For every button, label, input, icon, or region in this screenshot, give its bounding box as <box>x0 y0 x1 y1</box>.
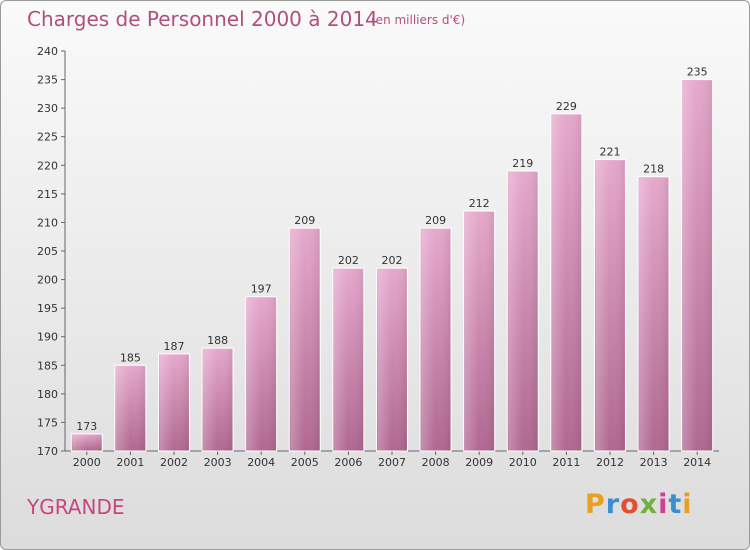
bar-shading-2004 <box>246 297 276 451</box>
value-label-2001: 185 <box>120 351 141 364</box>
bar-shading-2008 <box>421 229 451 451</box>
y-tick-label: 170 <box>37 445 58 458</box>
bar-shading-2007 <box>377 269 407 451</box>
bar-shading-2006 <box>333 269 363 451</box>
bar-shading-2013 <box>639 177 669 451</box>
value-label-2014: 235 <box>687 66 708 79</box>
bar-shading-2001 <box>115 366 145 451</box>
bar-shading-2002 <box>159 354 189 451</box>
x-tick-label-2012: 2012 <box>596 456 624 469</box>
logo-letter: t <box>668 489 683 520</box>
proxiti-logo: Proxiti <box>585 489 693 520</box>
bar-shading-2011 <box>551 114 581 451</box>
chart-unit: (en milliers d'€) <box>371 13 466 27</box>
value-label-2005: 209 <box>294 214 315 227</box>
y-tick-label: 195 <box>37 302 58 315</box>
value-label-2012: 221 <box>600 146 621 159</box>
x-tick-label-2007: 2007 <box>378 456 406 469</box>
y-tick-label: 175 <box>37 416 58 429</box>
y-tick-label: 185 <box>37 359 58 372</box>
value-label-2004: 197 <box>251 283 272 296</box>
value-label-2011: 229 <box>556 100 577 113</box>
x-tick-label-2010: 2010 <box>509 456 537 469</box>
x-tick-label-2011: 2011 <box>552 456 580 469</box>
value-label-2013: 218 <box>643 163 664 176</box>
y-tick-label: 230 <box>37 102 58 115</box>
value-label-2009: 212 <box>469 197 490 210</box>
y-tick-label: 225 <box>37 131 58 144</box>
x-tick-label-2006: 2006 <box>334 456 362 469</box>
logo-letter: i <box>682 489 693 520</box>
x-tick-label-2013: 2013 <box>640 456 668 469</box>
chart-title: Charges de Personnel 2000 à 2014 <box>27 7 378 31</box>
y-tick-label: 205 <box>37 245 58 258</box>
bar-shading-2003 <box>203 349 233 451</box>
x-tick-label-2001: 2001 <box>116 456 144 469</box>
x-tick-label-2009: 2009 <box>465 456 493 469</box>
bar-shading-2014 <box>682 80 712 452</box>
y-tick-label: 220 <box>37 159 58 172</box>
x-tick-label-2008: 2008 <box>422 456 450 469</box>
x-tick-label-2002: 2002 <box>160 456 188 469</box>
bar-shading-2012 <box>595 160 625 452</box>
x-tick-label-2014: 2014 <box>683 456 711 469</box>
y-tick-label: 180 <box>37 388 58 401</box>
x-tick-label-2005: 2005 <box>291 456 319 469</box>
value-label-2007: 202 <box>382 254 403 267</box>
value-label-2000: 173 <box>76 420 97 433</box>
value-label-2006: 202 <box>338 254 359 267</box>
x-tick-label-2003: 2003 <box>204 456 232 469</box>
y-tick-label: 200 <box>37 274 58 287</box>
bar-shading-2010 <box>508 172 538 451</box>
y-tick-label: 240 <box>37 45 58 58</box>
value-label-2010: 219 <box>512 157 533 170</box>
bar-shading-2000 <box>72 434 102 451</box>
logo-letter: P <box>585 489 606 520</box>
value-label-2003: 188 <box>207 334 228 347</box>
y-tick-label: 235 <box>37 74 58 87</box>
value-label-2002: 187 <box>164 340 185 353</box>
y-tick-label: 190 <box>37 331 58 344</box>
logo-letter: o <box>620 489 640 520</box>
value-label-2008: 209 <box>425 214 446 227</box>
commune-name: YGRANDE <box>27 495 125 519</box>
x-tick-label-2000: 2000 <box>73 456 101 469</box>
x-tick-label-2004: 2004 <box>247 456 275 469</box>
bar-shading-2009 <box>464 212 494 451</box>
logo-letter: x <box>639 489 659 520</box>
logo-letter: r <box>605 489 621 520</box>
logo-letter: i <box>658 489 669 520</box>
y-tick-label: 210 <box>37 216 58 229</box>
y-tick-label: 215 <box>37 188 58 201</box>
bar-shading-2005 <box>290 229 320 451</box>
